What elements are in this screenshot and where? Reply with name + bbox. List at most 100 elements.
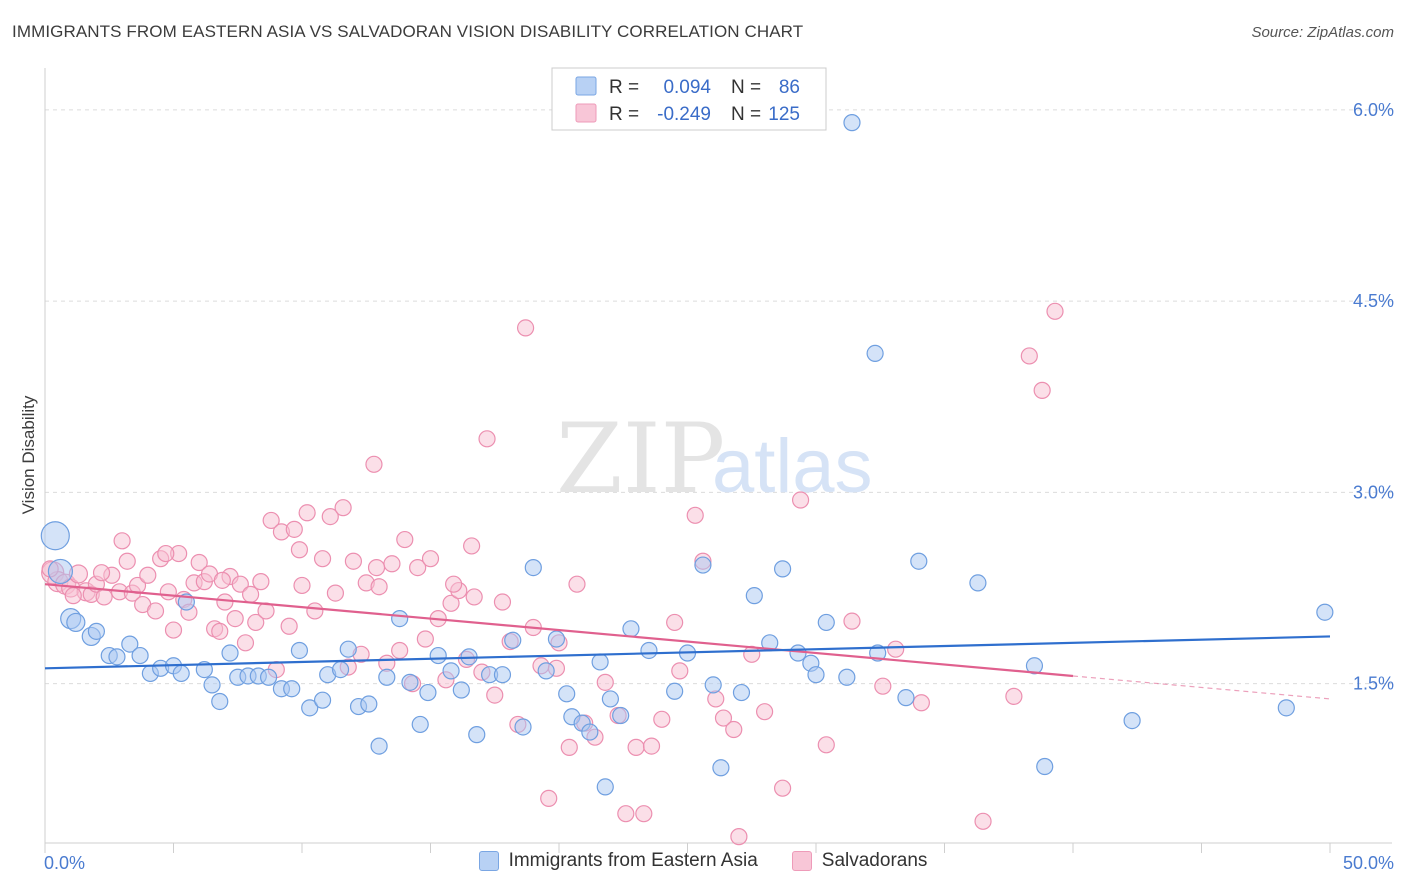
salvadorans-point <box>290 541 309 559</box>
salvadorans-point <box>725 720 743 739</box>
eastern-asia-point <box>1036 757 1054 776</box>
salvadorans-point <box>306 602 324 620</box>
salvadorans-point <box>442 594 460 612</box>
eastern-asia-point <box>259 668 278 686</box>
salvadorans-point <box>1005 687 1023 705</box>
eastern-asia-point <box>843 114 861 132</box>
salvadorans-point <box>252 573 270 591</box>
eastern-asia-point <box>897 689 915 707</box>
salvadorans-point <box>95 588 113 606</box>
salvadorans-point <box>92 564 111 582</box>
watermark-atlas: atlas <box>712 424 873 509</box>
salvadorans-point <box>486 686 504 704</box>
eastern-asia-point <box>47 558 74 585</box>
salvadorans-point <box>730 828 748 846</box>
salvadorans-point <box>213 571 231 589</box>
eastern-asia-point <box>131 646 149 665</box>
salvadorans-point <box>516 319 535 337</box>
chart-title: IMMIGRANTS FROM EASTERN ASIA VS SALVADOR… <box>12 22 804 41</box>
salvadorans-point <box>627 738 645 756</box>
salvadorans-point <box>773 779 792 797</box>
salvadorans-point <box>1020 347 1038 365</box>
eastern-asia-point <box>640 641 658 660</box>
bottom-legend-label-eastern-asia: Immigrants from Eastern Asia <box>508 850 758 871</box>
salvadorans-point <box>383 555 401 573</box>
eastern-asia-point <box>817 613 835 632</box>
series-salvadorans <box>41 302 1064 846</box>
eastern-asia-trend-line <box>44 635 1331 670</box>
salvadorans-point <box>190 553 208 572</box>
legend-swatch-blue <box>575 76 597 96</box>
eastern-asia-point <box>558 685 576 703</box>
salvadorans-point <box>671 662 689 680</box>
salvadorans-point <box>707 690 725 708</box>
salvadorans-point <box>64 587 82 605</box>
salvadorans-point <box>714 709 733 727</box>
salvadorans-trend-extension <box>1072 675 1331 700</box>
salvadorans-point <box>313 550 332 568</box>
eastern-asia-point <box>360 695 378 713</box>
eastern-asia-point <box>301 699 319 717</box>
bottom-legend-swatch-blue <box>478 851 499 871</box>
salvadorans-point <box>568 575 586 593</box>
legend-r-value-pink: -0.249 <box>657 104 711 125</box>
salvadorans-point <box>791 491 810 509</box>
salvadorans-point <box>231 575 249 593</box>
eastern-asia-point <box>221 644 239 662</box>
bottom-legend: Immigrants from Eastern Asia Salvadorans <box>0 850 1406 872</box>
eastern-asia-point <box>283 680 301 698</box>
salvadorans-point <box>396 530 414 549</box>
salvadorans-point <box>596 673 614 691</box>
eastern-asia-point <box>524 558 542 577</box>
eastern-asia-point <box>773 560 792 578</box>
salvadorans-point <box>416 630 434 648</box>
salvadorans-point <box>365 455 383 473</box>
salvadorans-point <box>226 609 244 628</box>
y-tick-labels: 1.5% 3.0% 4.5% 6.0% <box>1353 100 1394 694</box>
y-tick-label-0: 1.5% <box>1353 674 1394 694</box>
eastern-asia-point <box>468 726 486 744</box>
eastern-asia-point <box>391 609 409 628</box>
eastern-asia-point <box>869 644 887 662</box>
salvadorans-point <box>391 641 409 660</box>
eastern-asia-point <box>339 640 357 658</box>
salvadorans-point <box>974 812 992 830</box>
eastern-asia-point <box>290 641 309 660</box>
salvadorans-point <box>157 544 175 563</box>
salvadorans-point <box>118 552 136 570</box>
eastern-asia-point <box>203 676 221 694</box>
salvadorans-point <box>478 430 496 448</box>
salvadorans-point <box>912 694 930 712</box>
legend-r-label-pink: R = <box>609 104 639 125</box>
salvadorans-point <box>617 805 635 823</box>
eastern-asia-point <box>910 552 928 570</box>
eastern-asia-point <box>195 660 213 679</box>
legend-n-value-blue: 86 <box>779 77 800 98</box>
eastern-asia-point <box>401 673 419 691</box>
bottom-legend-label-salvadorans: Salvadorans <box>821 850 928 871</box>
salvadorans-point <box>463 537 481 555</box>
salvadorans-trend-line <box>44 583 1074 678</box>
salvadorans-point <box>421 550 440 568</box>
salvadorans-point <box>843 612 861 630</box>
eastern-asia-point <box>969 574 987 592</box>
y-tick-label-2: 4.5% <box>1353 291 1394 311</box>
eastern-asia-point <box>87 622 106 640</box>
eastern-asia-point <box>66 612 86 633</box>
eastern-asia-point <box>732 683 751 702</box>
bottom-legend-item-salvadorans: Salvadorans <box>791 850 928 872</box>
salvadorans-point <box>493 593 512 611</box>
eastern-asia-point <box>429 646 447 665</box>
legend-box: R = 0.094 N = 86 R = -0.249 N = 125 <box>551 67 827 131</box>
salvadorans-point <box>635 805 653 823</box>
salvadorans-point <box>280 617 298 635</box>
eastern-asia-point <box>40 521 70 551</box>
eastern-asia-point <box>866 344 884 362</box>
eastern-asia-point <box>591 653 609 671</box>
eastern-asia-point <box>452 681 470 699</box>
salvadorans-point <box>1033 381 1051 399</box>
eastern-asia-point <box>211 692 229 711</box>
legend-n-value-pink: 125 <box>768 104 800 125</box>
salvadorans-point <box>817 736 835 754</box>
